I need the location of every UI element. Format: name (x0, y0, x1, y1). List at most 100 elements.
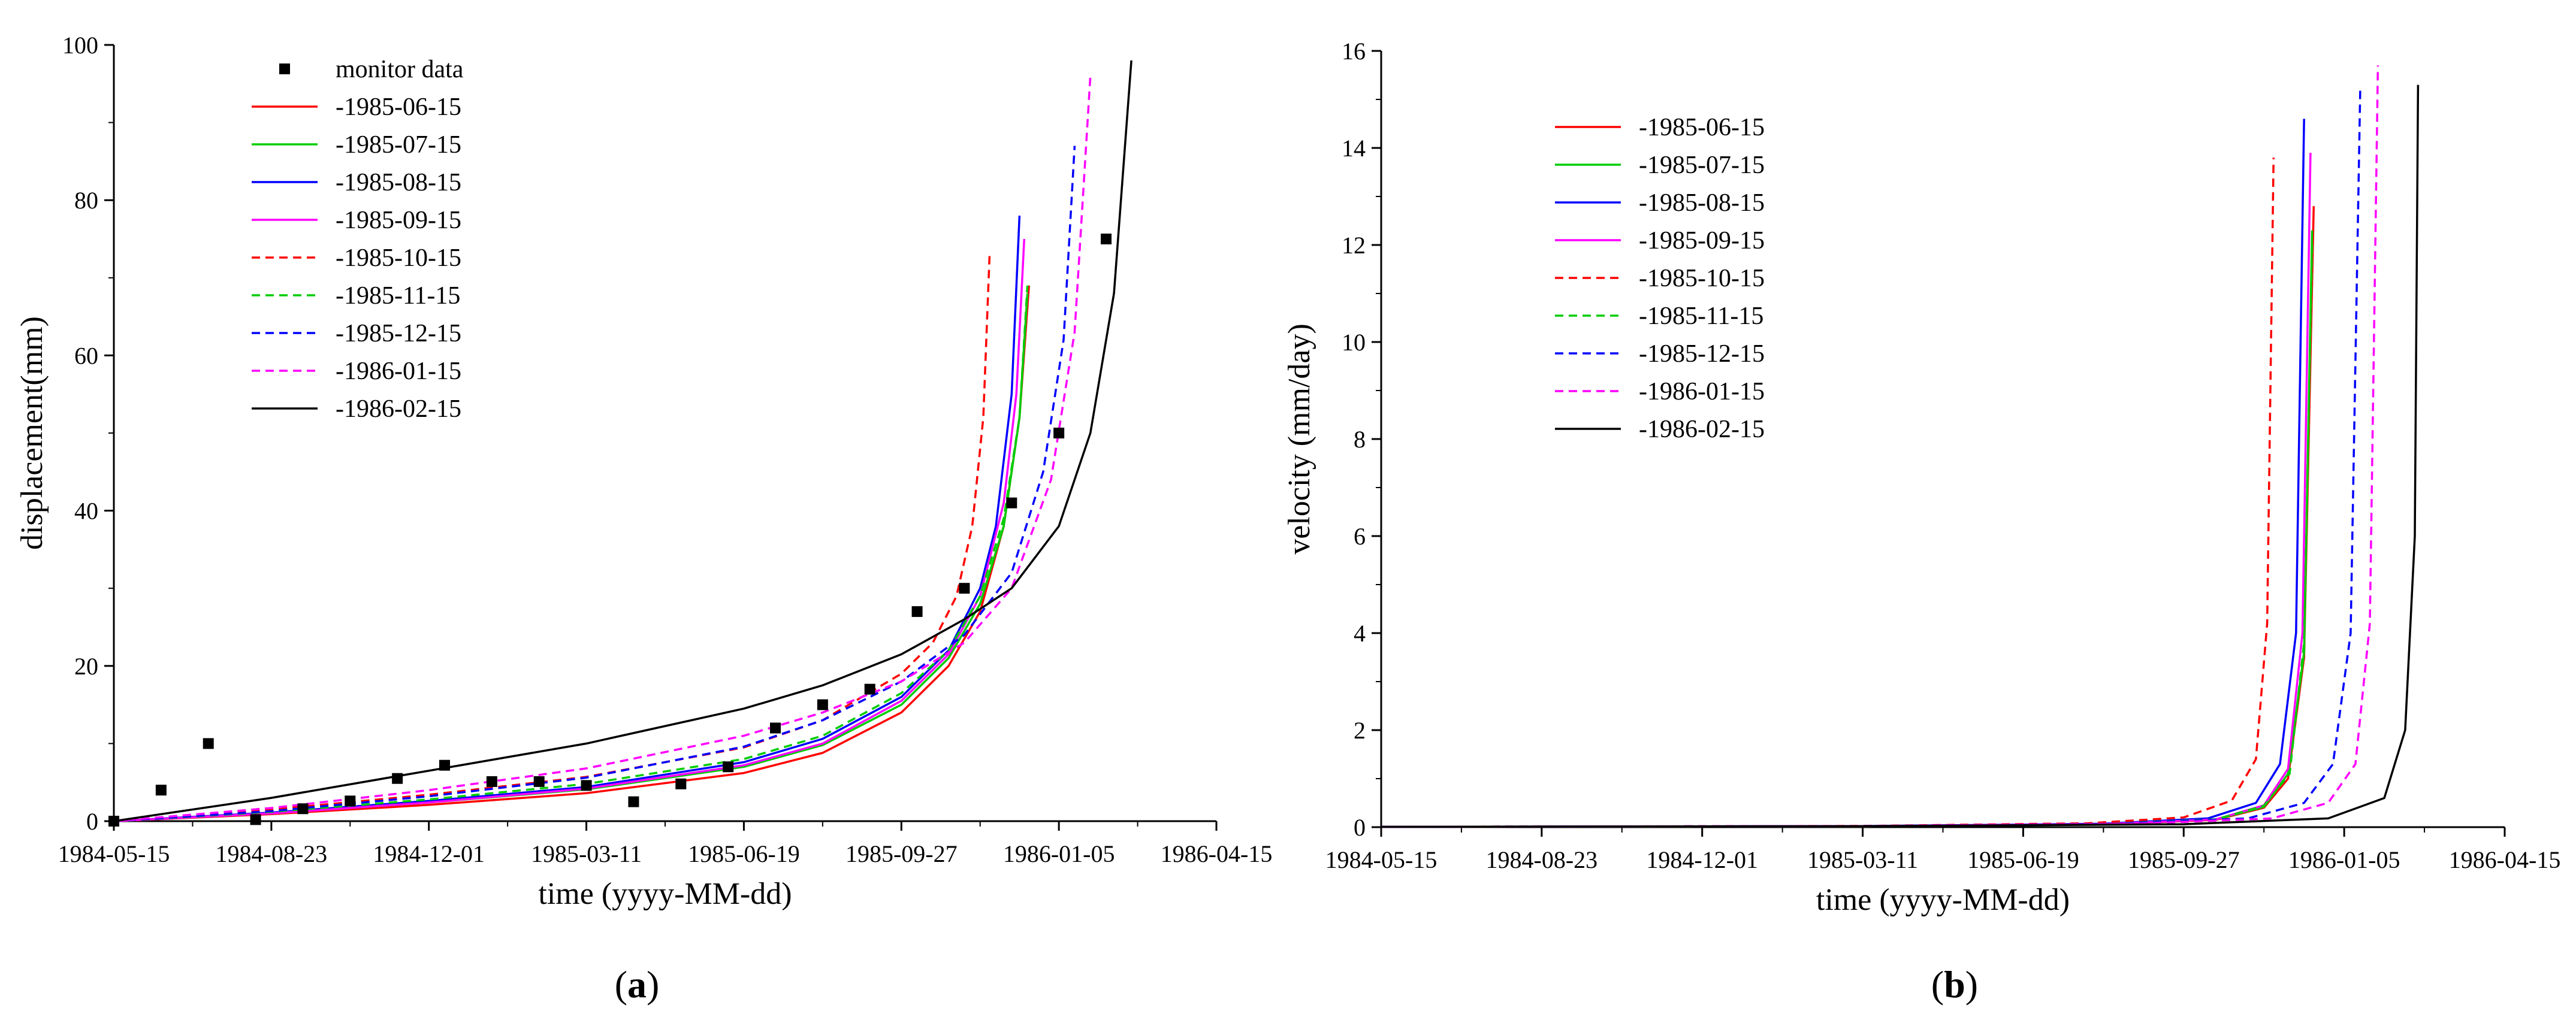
monitor-point-0 (108, 816, 119, 827)
chart-b: 1984-05-15 1984-08-23 1984-12-01 1985-03-11… (1282, 38, 2560, 917)
x-tick-label: 1984-12-01 (1646, 846, 1758, 873)
x-tick-label: 1985-06-19 (1967, 846, 2079, 873)
y-tick-label: 0 (1354, 814, 1366, 841)
series-line-2 (113, 216, 1021, 822)
monitor-point-12 (675, 778, 687, 789)
x-tick-label: 1984-05-15 (1325, 846, 1438, 873)
x-tick-label: 1986-01-05 (2288, 846, 2400, 873)
legend: monitor data -1985-06-15 -1985-07-15 -1985-… (252, 56, 464, 423)
panel-label-a: (a) (615, 963, 660, 1006)
legend: -1985-06-15 -1985-07-15 -1985-08-15 -1985-0… (1555, 114, 1765, 443)
x-tick-label: 1986-04-15 (1161, 840, 1273, 867)
legend-label-3: -1985-09-15 (1639, 227, 1765, 255)
series-line-1 (1381, 230, 2314, 828)
series-line-8 (1381, 84, 2420, 828)
y-tick-label: 40 (74, 498, 98, 525)
series-line-3 (1381, 153, 2312, 828)
y-tick-label: 2 (1354, 717, 1366, 744)
series-line-5 (1381, 244, 2314, 828)
monitor-point-4 (297, 803, 309, 815)
monitor-point-21 (1101, 234, 1112, 244)
monitor-point-15 (817, 699, 828, 710)
x-tick-label: 1986-04-15 (2449, 846, 2561, 873)
x-tick-label: 1985-09-27 (2128, 846, 2240, 873)
series-line-8 (113, 60, 1133, 822)
x-tick-label: 1984-05-15 (58, 840, 170, 867)
chart-a: 1984-05-15 1984-08-23 1984-12-01 1985-03-11… (15, 32, 1272, 911)
monitor-point-19 (1006, 497, 1017, 509)
x-tick-label: 1985-03-11 (531, 840, 642, 867)
y-tick-label: 100 (62, 32, 98, 59)
legend-label-0: -1985-06-15 (1639, 114, 1765, 141)
series-line-3 (113, 238, 1026, 822)
y-axis-title: displacement(mm) (15, 316, 49, 550)
series-line-4 (113, 254, 991, 822)
y-tick-label: 20 (74, 653, 98, 680)
y-tick-label: 8 (1354, 426, 1366, 453)
legend-label-7: -1986-01-15 (1639, 378, 1765, 405)
legend-label-8: -1986-02-15 (1639, 416, 1765, 443)
legend-label-6: -1985-12-15 (336, 320, 461, 347)
y-tick-label: 4 (1354, 620, 1366, 647)
x-tick-label: 1985-06-19 (688, 840, 800, 867)
series-line-2 (1381, 119, 2305, 828)
x-tick-label: 1984-08-23 (1486, 846, 1598, 873)
legend-label-monitor: monitor data (336, 56, 464, 83)
series-line-6 (1381, 89, 2361, 828)
x-tick-label: 1986-01-05 (1003, 840, 1115, 867)
monitor-point-5 (345, 795, 356, 807)
y-tick-label: 0 (86, 808, 98, 835)
monitor-point-9 (533, 776, 545, 787)
monitor-point-6 (392, 773, 403, 784)
x-axis-title: time (yyyy-MM-dd) (1816, 883, 2070, 917)
monitor-point-7 (439, 759, 450, 771)
legend-label-4: -1985-10-15 (1639, 265, 1765, 292)
monitor-point-10 (581, 780, 592, 791)
y-tick-label: 14 (1342, 135, 1366, 162)
monitor-point-2 (203, 738, 214, 749)
monitor-point-3 (250, 814, 261, 825)
monitor-point-17 (911, 606, 923, 618)
legend-marker-monitor (279, 63, 290, 74)
monitor-point-16 (864, 683, 875, 695)
monitor-point-18 (959, 583, 970, 594)
legend-label-8: -1986-02-15 (336, 395, 461, 423)
x-tick-label: 1984-08-23 (216, 840, 328, 867)
legend-label-1: -1985-07-15 (1639, 152, 1765, 179)
monitor-point-8 (486, 776, 497, 787)
legend-label-2: -1985-08-15 (336, 169, 461, 196)
series-line-7 (1381, 65, 2379, 828)
series-line-7 (113, 75, 1092, 822)
y-tick-label: 12 (1342, 232, 1366, 259)
series-line-1 (113, 293, 1029, 822)
legend-label-0: -1985-06-15 (336, 93, 461, 121)
y-tick-label: 16 (1342, 38, 1366, 65)
legend-label-4: -1985-10-15 (336, 244, 461, 272)
legend-label-6: -1985-12-15 (1639, 340, 1765, 368)
series-line-0 (1381, 206, 2315, 828)
panel-label-b: (b) (1931, 963, 1978, 1006)
legend-label-3: -1985-09-15 (336, 207, 461, 234)
y-tick-label: 10 (1342, 329, 1366, 356)
x-axis-title: time (yyyy-MM-dd) (538, 877, 792, 911)
monitor-point-20 (1053, 428, 1065, 438)
legend-label-5: -1985-11-15 (336, 282, 460, 310)
monitor-point-11 (628, 796, 639, 807)
monitor-point-14 (770, 722, 781, 734)
legend-label-5: -1985-11-15 (1639, 302, 1763, 330)
monitor-point-13 (723, 761, 734, 773)
legend-label-7: -1986-01-15 (336, 358, 461, 385)
x-tick-label: 1985-09-27 (845, 840, 958, 867)
y-tick-label: 60 (74, 342, 98, 369)
series-line-0 (113, 285, 1030, 822)
y-axis-title: velocity (mm/day) (1282, 323, 1316, 555)
monitor-point-1 (155, 785, 167, 796)
x-tick-label: 1985-03-11 (1807, 846, 1918, 873)
legend-label-1: -1985-07-15 (336, 131, 461, 159)
series-line-4 (1381, 158, 2275, 828)
legend-label-2: -1985-08-15 (1639, 189, 1765, 217)
x-tick-label: 1984-12-01 (373, 840, 485, 867)
series-line-6 (113, 146, 1076, 822)
series-line-5 (113, 285, 1029, 822)
